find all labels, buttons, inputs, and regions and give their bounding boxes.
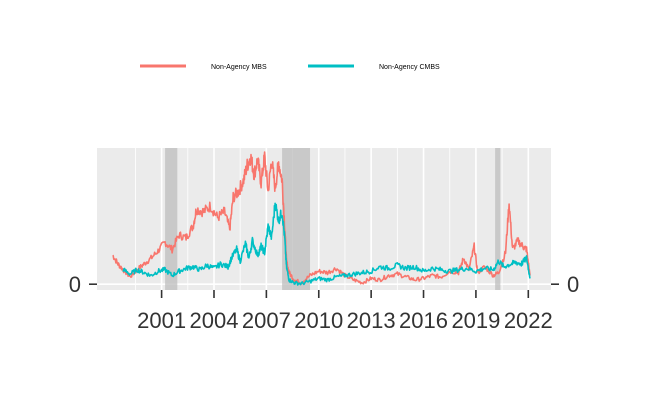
x-tick-label: 2022 (504, 308, 553, 333)
recession-band (495, 148, 501, 290)
y-tick-label-left: 0 (69, 272, 81, 297)
recession-band (165, 148, 178, 290)
legend-label-non-agency-mbs: Non-Agency MBS (211, 64, 267, 71)
x-tick-label: 2016 (399, 308, 448, 333)
x-tick-label: 2013 (347, 308, 396, 333)
y-axis-left: 0 (69, 272, 97, 297)
x-tick-label: 2010 (294, 308, 343, 333)
y-tick-label-right: 0 (567, 272, 579, 297)
x-axis: 2001 2004 2007 2010 2013 2016 2019 2022 (137, 290, 553, 333)
x-tick-label: 2019 (451, 308, 500, 333)
series-line-non-agency-mbs (112, 151, 531, 285)
y-axis-right: 0 (551, 272, 579, 297)
legend-label-non-agency-cmbs: Non-Agency CMBS (379, 64, 440, 71)
series-line-non-agency-cmbs (122, 202, 531, 286)
x-tick-label: 2007 (242, 308, 291, 333)
series-lines (112, 151, 531, 286)
x-tick-label: 2004 (190, 308, 239, 333)
legend: Non-Agency MBS Non-Agency CMBS (140, 64, 440, 71)
x-tick-label: 2001 (137, 308, 186, 333)
